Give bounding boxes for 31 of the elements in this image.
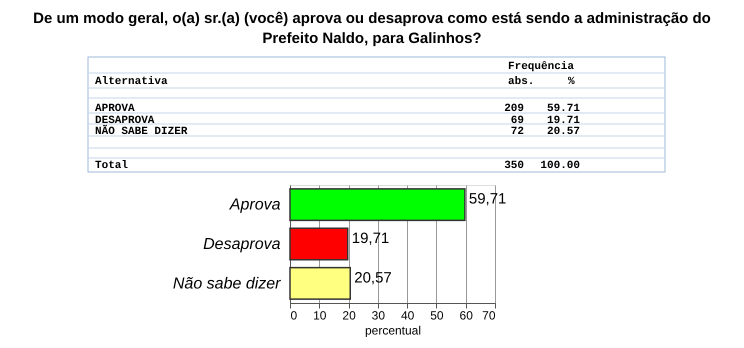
x-tick-label: 20 <box>342 308 356 322</box>
text: 59.71 <box>546 103 580 115</box>
text: 72 <box>510 126 524 138</box>
y-tick-label: Não sabe dizer <box>172 275 282 292</box>
text: Frequência <box>508 61 574 73</box>
text: NÃO SABE DIZER <box>95 124 188 138</box>
y-tick-label: Aprova <box>228 196 281 214</box>
text: 20.57 <box>546 126 580 138</box>
text: 19.71 <box>546 115 580 127</box>
x-tick-label: 60 <box>460 308 474 322</box>
text: 69 <box>510 115 524 127</box>
x-tick-label: 10 <box>313 308 327 322</box>
y-tick-label: Desaprova <box>203 236 281 253</box>
data-label: 20,57 <box>354 269 392 286</box>
x-tick-label: 40 <box>400 308 415 322</box>
text: % <box>568 76 575 88</box>
data-label: 59,71 <box>468 190 506 208</box>
x-tick-label: 50 <box>430 308 444 322</box>
x-tick-label: 0 <box>290 308 298 322</box>
text: Total <box>95 160 128 172</box>
text: 350 <box>504 160 524 172</box>
text: 100.00 <box>540 160 580 172</box>
text: APROVA <box>95 103 136 115</box>
text: abs. <box>508 76 534 88</box>
text: Alternativa <box>95 76 168 88</box>
text: 209 <box>504 103 524 115</box>
chart-title: De um modo geral, o(a) sr.(a) (você) aprova ou desaprova como está sendo a administração do Prefeito Naldo, para Galinhos? <box>33 10 711 47</box>
x-tick-label: 70 <box>482 308 496 322</box>
x-axis-title: percentual <box>364 324 422 338</box>
data-label: 19,71 <box>352 230 390 247</box>
x-tick-label: 30 <box>372 308 386 322</box>
